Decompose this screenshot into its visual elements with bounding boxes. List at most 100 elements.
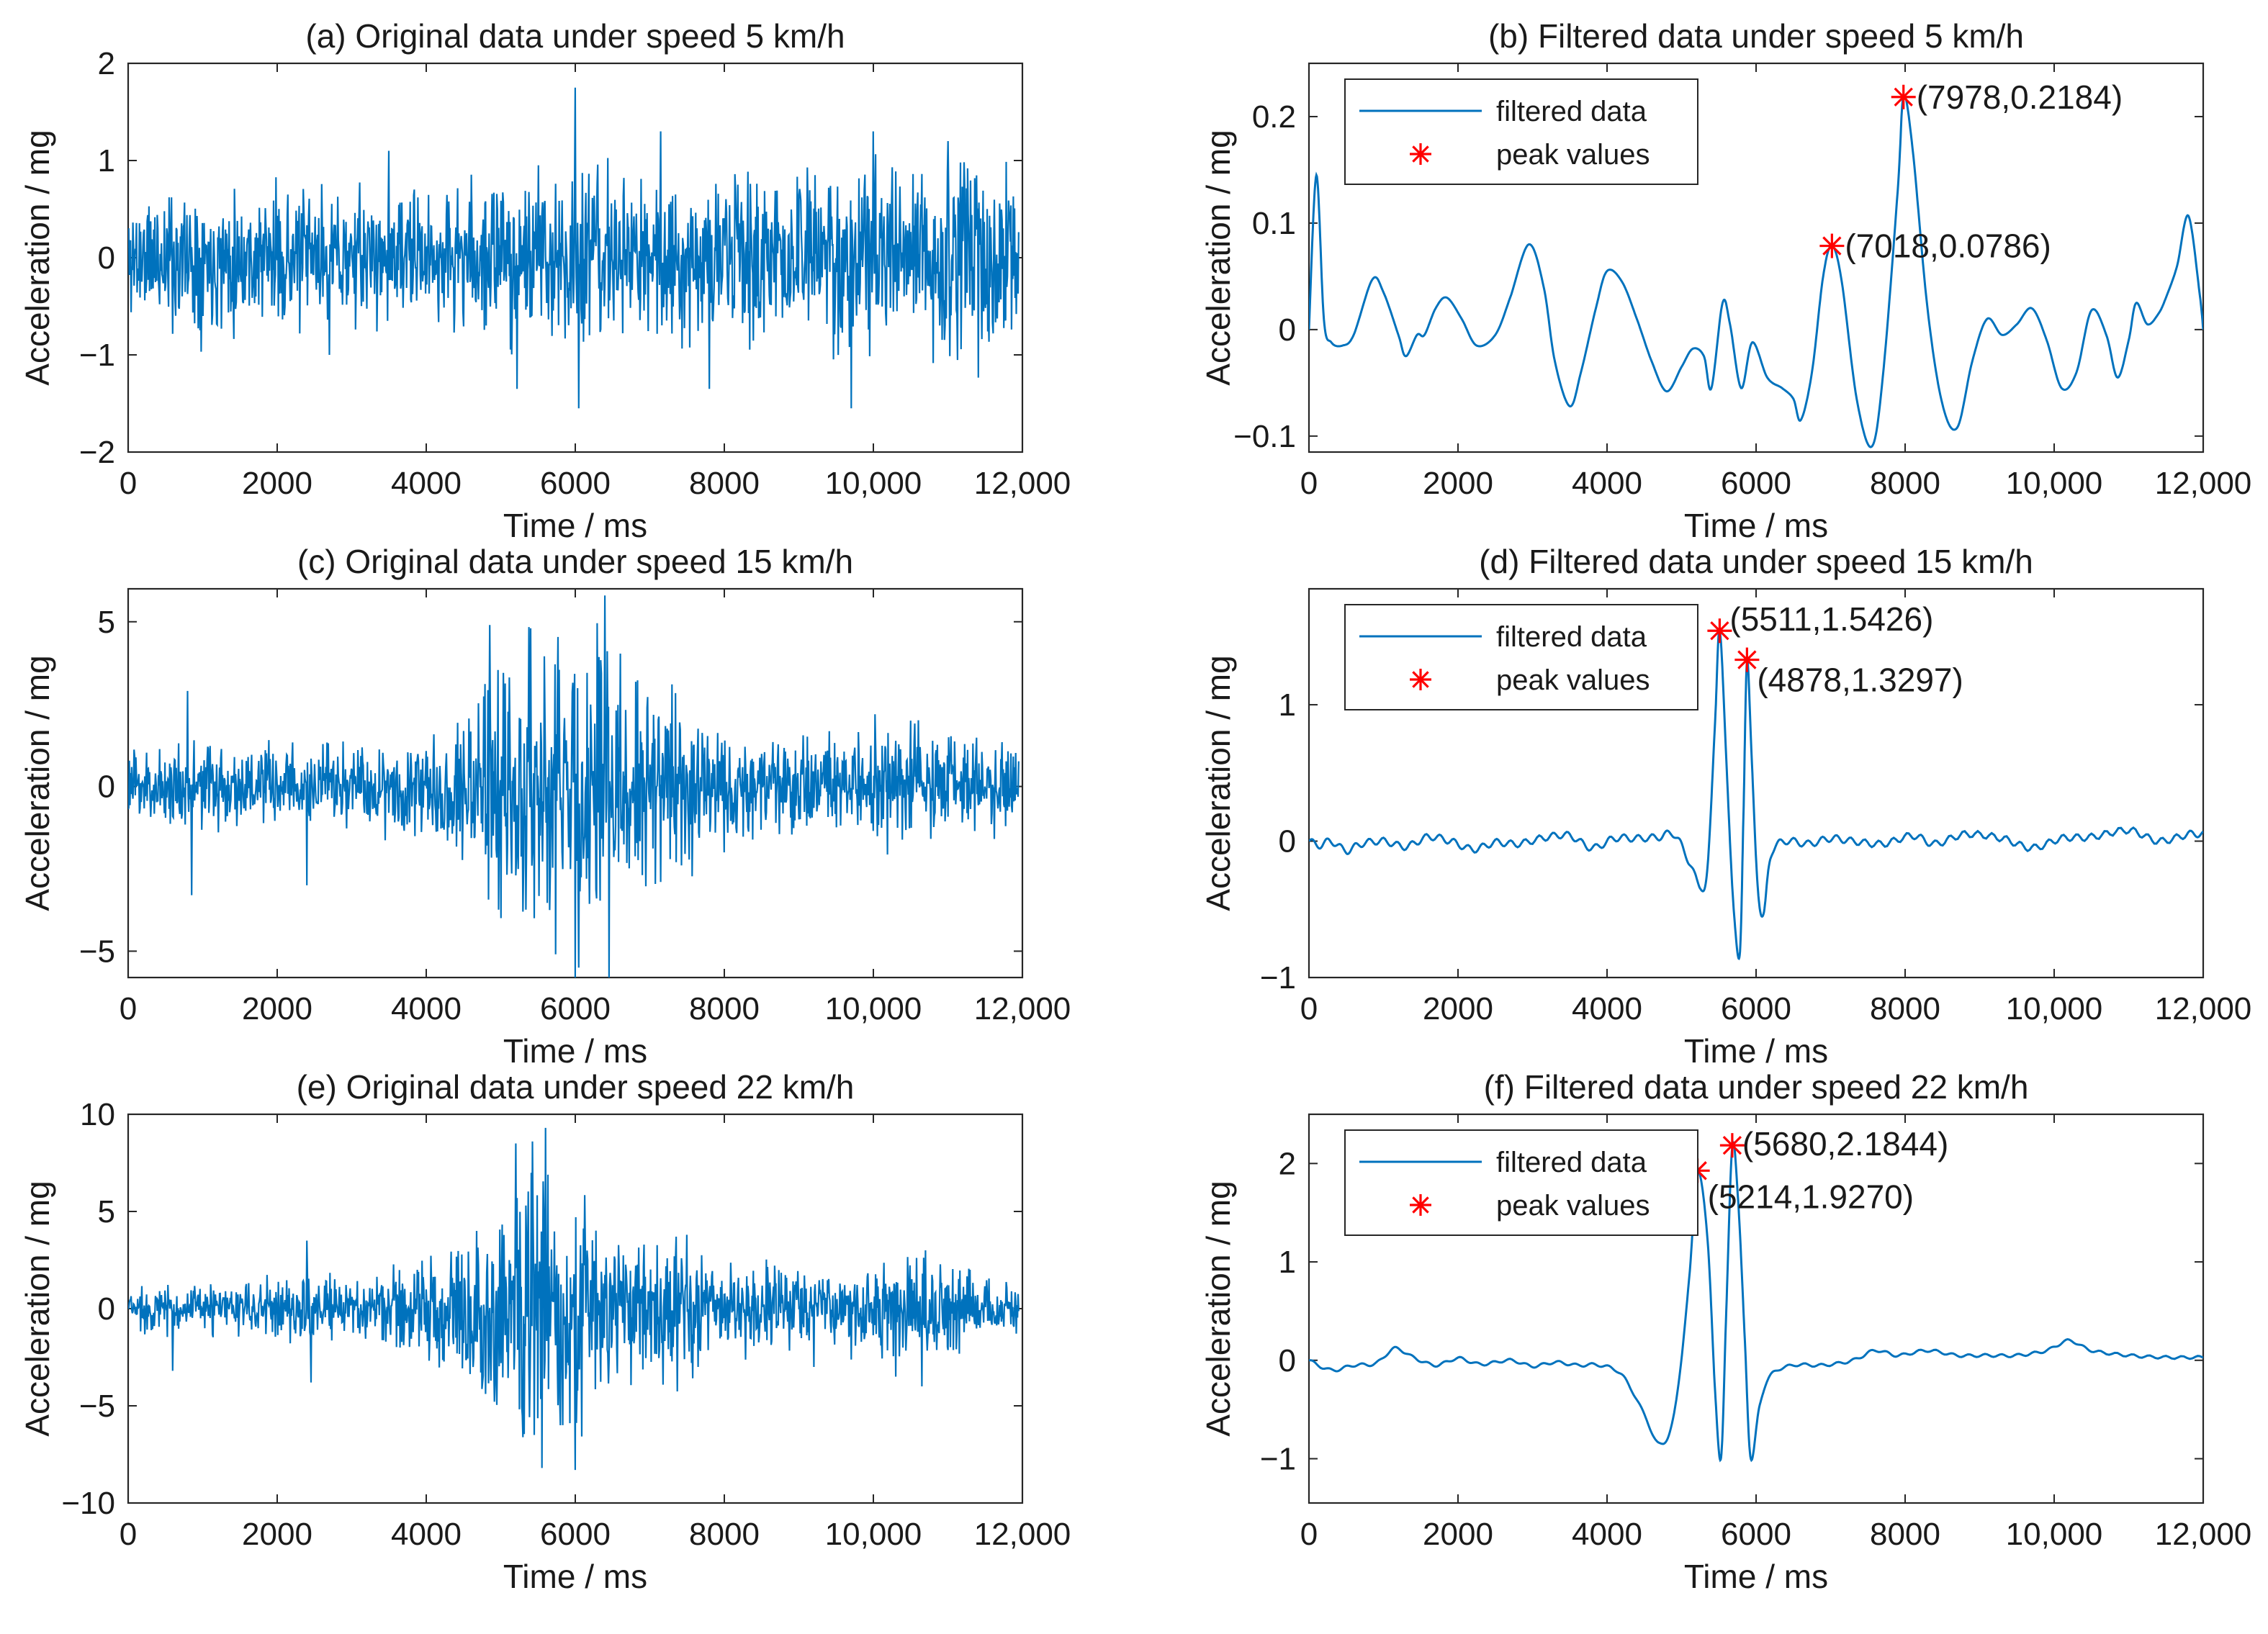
series-line-original-data [128, 1127, 1020, 1471]
legend-entry-filtered: filtered data [1496, 96, 1647, 127]
y-tick-label: 0 [98, 240, 115, 276]
peak-marker [1891, 84, 1916, 109]
x-tick-label: 8000 [1870, 466, 1940, 501]
x-tick-label: 10,000 [2006, 1517, 2103, 1552]
subplot-e: 0 2000 4000 6000 8000 10,000 12,000 −10 −5 0 5 10 (e… [19, 1068, 1071, 1595]
legend: filtered data peak values [1344, 604, 1698, 710]
y-tick-label: 1 [98, 143, 115, 179]
legend-entry-peaks: peak values [1496, 1190, 1650, 1222]
y-axis-label: Acceleration / mg [19, 130, 56, 385]
subplot-c: 0 2000 4000 6000 8000 10,000 12,000−505(c) Ori… [19, 543, 1071, 1070]
x-tick-label: 8000 [689, 466, 760, 501]
y-tick-label: 5 [98, 605, 115, 640]
y-tick-label: 5 [98, 1194, 115, 1229]
x-tick-label: 6000 [540, 466, 611, 501]
y-tick-label: 1 [1279, 1245, 1296, 1280]
y-tick-label: 2 [1279, 1146, 1296, 1181]
x-tick-label: 2000 [242, 1517, 312, 1552]
peak-marker [1819, 233, 1845, 258]
x-tick-label: 8000 [689, 991, 760, 1026]
series-line-filtered-data [1309, 94, 2203, 448]
y-tick-label: −10 [61, 1486, 115, 1521]
x-tick-label: 6000 [1721, 466, 1791, 501]
x-tick-label: 6000 [1721, 991, 1791, 1026]
x-tick-label: 4000 [391, 1517, 462, 1552]
y-axis-label: Acceleration / mg [19, 1181, 56, 1436]
legend-peak-swatch [1410, 669, 1431, 690]
y-tick-label: 0 [1279, 824, 1296, 859]
legend: filtered data peak values [1344, 78, 1698, 185]
x-axis-label: Time / ms [1684, 1558, 1828, 1595]
x-tick-label: 6000 [540, 991, 611, 1026]
series-line-filtered-data [1309, 629, 2203, 961]
y-tick-label: −1 [1260, 1441, 1296, 1476]
y-tick-label: 0 [98, 1291, 115, 1327]
y-tick-label: 10 [80, 1097, 115, 1132]
y-axis-label: Acceleration / mg [1200, 130, 1237, 385]
subplot-title: (a) Original data under speed 5 km/h [305, 17, 845, 55]
series-line-filtered-data [1309, 1140, 2203, 1463]
x-tick-label: 0 [120, 991, 137, 1026]
x-tick-label: 12,000 [2155, 991, 2252, 1026]
legend: filtered data peak values [1344, 1129, 1698, 1236]
y-tick-label: 0.2 [1252, 99, 1296, 135]
peak-annotation: (5511,1.5426) [1729, 600, 1933, 638]
x-tick-label: 6000 [540, 1517, 611, 1552]
x-tick-label: 2000 [1423, 466, 1493, 501]
subplot-title: (f) Filtered data under speed 22 km/h [1484, 1068, 2029, 1106]
peak-marker [1719, 1133, 1745, 1158]
y-tick-label: 0.1 [1252, 206, 1296, 241]
peak-annotation: (5680,2.1844) [1742, 1125, 1948, 1163]
subplot-title: (e) Original data under speed 22 km/h [297, 1068, 855, 1106]
x-tick-label: 4000 [1572, 466, 1642, 501]
y-tick-label: 2 [98, 46, 115, 81]
legend-peak-swatch [1410, 1194, 1431, 1216]
x-axis-label: Time / ms [1684, 507, 1828, 544]
x-tick-label: 4000 [391, 991, 462, 1026]
x-tick-label: 6000 [1721, 1517, 1791, 1552]
x-tick-label: 4000 [391, 466, 462, 501]
peak-annotation: (5214,1.9270) [1708, 1178, 1914, 1215]
x-tick-label: 2000 [242, 991, 312, 1026]
x-tick-label: 12,000 [974, 1517, 1071, 1552]
y-axis-label: Acceleration / mg [1200, 1181, 1237, 1436]
x-tick-label: 4000 [1572, 991, 1642, 1026]
y-tick-label: −1 [79, 338, 115, 373]
subplot-title: (d) Filtered data under speed 15 km/h [1479, 543, 2033, 580]
legend-box [1344, 604, 1698, 710]
x-tick-label: 2000 [242, 466, 312, 501]
x-tick-label: 12,000 [2155, 1517, 2252, 1552]
y-tick-label: 0 [98, 769, 115, 805]
y-tick-label: 1 [1279, 687, 1296, 723]
subplot-d: 0 2000 4000 6000 8000 10,000 12,000−101(5511,1… [1200, 543, 2251, 1070]
legend-entry-filtered: filtered data [1496, 621, 1647, 653]
legend-entry-filtered: filtered data [1496, 1147, 1647, 1178]
y-tick-label: −5 [79, 934, 115, 969]
x-tick-label: 8000 [1870, 991, 1940, 1026]
series-line-original-data [128, 87, 1020, 409]
x-tick-label: 0 [120, 466, 137, 501]
x-tick-label: 2000 [1423, 1517, 1493, 1552]
x-tick-label: 10,000 [825, 991, 922, 1026]
subplot-a: 0 2000 4000 6000 8000 10,000 12,000 −2 −1 0 1 2 (a) … [19, 17, 1071, 544]
legend-box [1344, 78, 1698, 185]
peak-annotation: (4878,1.3297) [1757, 662, 1963, 699]
series-line-original-data [128, 595, 1020, 978]
x-tick-label: 10,000 [825, 1517, 922, 1552]
y-tick-label: −0.1 [1233, 419, 1296, 454]
x-tick-label: 12,000 [974, 991, 1071, 1026]
legend-entry-peaks: peak values [1496, 139, 1650, 171]
y-tick-label: −1 [1260, 960, 1296, 996]
x-axis-label: Time / ms [503, 1032, 647, 1070]
x-axis-label: Time / ms [503, 1558, 647, 1595]
x-tick-label: 12,000 [974, 466, 1071, 501]
legend-peak-swatch [1410, 143, 1431, 165]
x-tick-label: 10,000 [2006, 991, 2103, 1026]
x-tick-label: 10,000 [825, 466, 922, 501]
x-axis-label: Time / ms [1684, 1032, 1828, 1070]
peak-marker [1734, 647, 1760, 672]
x-axis-label: Time / ms [503, 507, 647, 544]
y-tick-label: −5 [79, 1389, 115, 1424]
peak-annotation: (7978,0.2184) [1917, 78, 2123, 116]
